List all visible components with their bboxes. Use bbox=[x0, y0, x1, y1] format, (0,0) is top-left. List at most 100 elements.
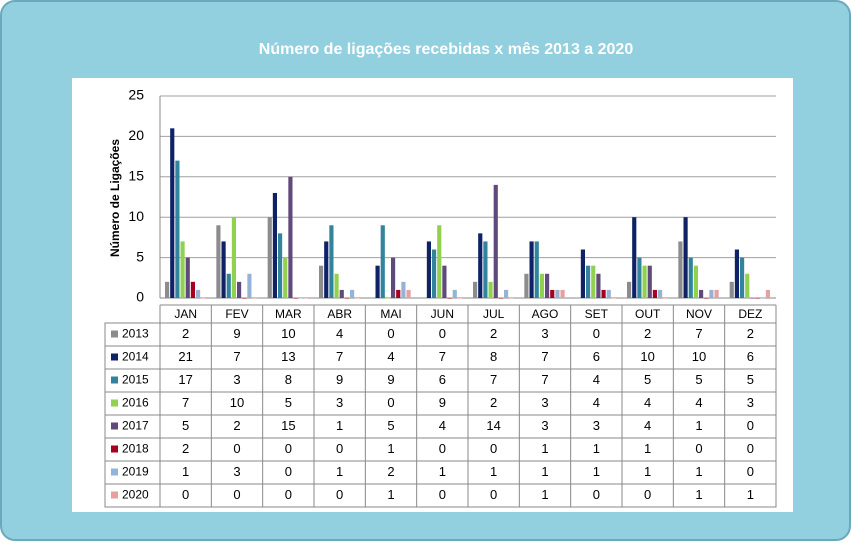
table-cell: 10 bbox=[640, 349, 654, 364]
bar bbox=[627, 281, 632, 298]
bar bbox=[699, 289, 704, 298]
table-cell: 6 bbox=[747, 349, 754, 364]
table-cell: 1 bbox=[593, 464, 600, 479]
legend-swatch bbox=[111, 422, 118, 430]
table-cell: 0 bbox=[439, 326, 446, 341]
table-cell: 7 bbox=[490, 372, 497, 387]
table-cell: 4 bbox=[593, 372, 600, 387]
table-cell: 1 bbox=[336, 418, 343, 433]
table-cell: 7 bbox=[439, 349, 446, 364]
table-cell: 1 bbox=[387, 441, 394, 456]
x-tick-label: JAN bbox=[174, 307, 197, 321]
bar bbox=[642, 265, 647, 298]
table-cell: 7 bbox=[541, 372, 548, 387]
table-cell: 10 bbox=[230, 395, 244, 410]
table-cell: 1 bbox=[695, 487, 702, 502]
bar bbox=[201, 298, 206, 299]
bar bbox=[293, 298, 298, 299]
bar bbox=[688, 257, 693, 298]
bar bbox=[709, 289, 714, 298]
table-cell: 6 bbox=[439, 372, 446, 387]
bar bbox=[370, 298, 375, 299]
bar bbox=[740, 257, 745, 298]
x-tick-label: JUL bbox=[483, 307, 505, 321]
table-cell: 9 bbox=[439, 395, 446, 410]
table-cell: 0 bbox=[387, 326, 394, 341]
table-cell: 2 bbox=[233, 418, 240, 433]
table-cell: 3 bbox=[541, 418, 548, 433]
table-cell: 0 bbox=[285, 487, 292, 502]
bar bbox=[237, 281, 242, 298]
table-cell: 4 bbox=[644, 395, 651, 410]
bar bbox=[750, 298, 755, 299]
table-cell: 0 bbox=[490, 441, 497, 456]
bar bbox=[267, 217, 272, 298]
x-tick-label: OUT bbox=[635, 307, 661, 321]
bar bbox=[452, 289, 457, 298]
table-cell: 0 bbox=[285, 464, 292, 479]
table-cell: 0 bbox=[233, 441, 240, 456]
bar bbox=[483, 241, 488, 298]
bar bbox=[190, 281, 195, 298]
table-cell: 0 bbox=[285, 441, 292, 456]
table-cell: 0 bbox=[336, 441, 343, 456]
bar bbox=[760, 298, 765, 299]
bar bbox=[524, 273, 529, 298]
legend-swatch bbox=[111, 445, 118, 453]
table-cell: 5 bbox=[644, 372, 651, 387]
bar bbox=[580, 249, 585, 298]
bar bbox=[252, 298, 257, 299]
x-tick-label: SET bbox=[585, 307, 609, 321]
bar bbox=[401, 281, 406, 298]
bar bbox=[344, 298, 349, 299]
chart-title: Número de ligações recebidas x mês 2013 … bbox=[259, 41, 634, 58]
table-cell: 7 bbox=[336, 349, 343, 364]
table-cell: 2 bbox=[644, 326, 651, 341]
bar bbox=[714, 289, 719, 298]
bar bbox=[324, 241, 329, 298]
table-cell: 0 bbox=[439, 441, 446, 456]
bar bbox=[473, 281, 478, 298]
bar bbox=[442, 265, 447, 298]
bar bbox=[745, 273, 750, 298]
legend-label: 2019 bbox=[122, 465, 149, 479]
bar bbox=[550, 289, 555, 298]
table-cell: 2 bbox=[387, 464, 394, 479]
bar bbox=[534, 241, 539, 298]
table-cell: 3 bbox=[541, 326, 548, 341]
table-cell: 0 bbox=[593, 487, 600, 502]
bar bbox=[396, 289, 401, 298]
table-cell: 0 bbox=[644, 487, 651, 502]
x-tick-label: JUN bbox=[431, 307, 454, 321]
table-cell: 5 bbox=[285, 395, 292, 410]
table-cell: 0 bbox=[439, 487, 446, 502]
bar bbox=[350, 289, 355, 298]
y-tick-label: 15 bbox=[128, 168, 144, 184]
bar bbox=[288, 176, 293, 298]
bar bbox=[170, 128, 175, 298]
bar bbox=[278, 233, 283, 298]
bar bbox=[272, 192, 277, 298]
bar bbox=[457, 298, 462, 299]
table-cell: 2 bbox=[182, 326, 189, 341]
table-cell: 17 bbox=[178, 372, 192, 387]
table-cell: 0 bbox=[233, 487, 240, 502]
table-cell: 2 bbox=[182, 441, 189, 456]
bar bbox=[329, 225, 334, 298]
legend-swatch bbox=[111, 353, 118, 361]
table-cell: 1 bbox=[387, 487, 394, 502]
bar bbox=[421, 298, 426, 299]
bar bbox=[586, 265, 591, 298]
table-cell: 4 bbox=[387, 349, 394, 364]
bar bbox=[658, 289, 663, 298]
bar bbox=[704, 298, 709, 299]
x-tick-label: MAI bbox=[380, 307, 401, 321]
bar bbox=[385, 298, 390, 299]
bar bbox=[560, 289, 565, 298]
bar bbox=[647, 265, 652, 298]
table-cell: 4 bbox=[439, 418, 446, 433]
bar bbox=[447, 298, 452, 299]
table-cell: 4 bbox=[644, 418, 651, 433]
bar bbox=[504, 289, 509, 298]
bar bbox=[545, 273, 550, 298]
